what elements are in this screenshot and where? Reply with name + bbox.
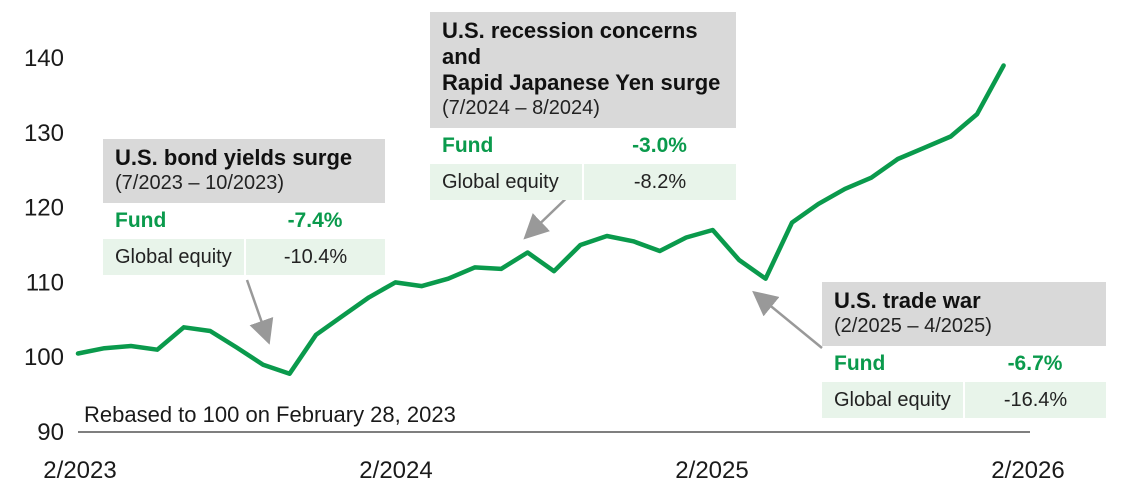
x-tick-label: 2/2024 bbox=[359, 457, 432, 484]
callout-header: U.S. bond yields surge (7/2023 – 10/2023… bbox=[103, 139, 385, 203]
callout-recession-yen: U.S. recession concerns and Rapid Japane… bbox=[430, 12, 736, 200]
x-tick-label: 2/2026 bbox=[991, 457, 1064, 484]
rebase-note: Rebased to 100 on February 28, 2023 bbox=[84, 402, 456, 427]
callout-equity-row: Global equity -16.4% bbox=[822, 382, 1106, 418]
x-tick-label: 2/2023 bbox=[43, 457, 116, 484]
equity-value: -16.4% bbox=[963, 382, 1106, 418]
callout-title: U.S. trade war bbox=[834, 288, 981, 313]
y-tick-label: 100 bbox=[24, 344, 64, 371]
callout-period: (2/2025 – 4/2025) bbox=[834, 315, 992, 337]
callout-equity-row: Global equity -10.4% bbox=[103, 239, 385, 275]
callout-period: (7/2023 – 10/2023) bbox=[115, 172, 285, 194]
x-tick-label: 2/2025 bbox=[675, 457, 748, 484]
equity-label: Global equity bbox=[103, 239, 245, 275]
y-tick-label: 110 bbox=[26, 269, 64, 296]
y-tick-label: 120 bbox=[24, 195, 64, 222]
fund-label: Fund bbox=[834, 352, 886, 375]
equity-label: Global equity bbox=[430, 164, 583, 200]
annotation-arrow-trade bbox=[752, 290, 823, 349]
equity-value: -10.4% bbox=[244, 239, 385, 275]
annotation-arrow-bond bbox=[245, 279, 274, 345]
callout-header: U.S. trade war (2/2025 – 4/2025) bbox=[822, 282, 1106, 346]
y-tick-label: 130 bbox=[24, 120, 64, 147]
fund-label: Fund bbox=[115, 209, 167, 232]
callout-title-line2: Rapid Japanese Yen surge bbox=[442, 70, 721, 95]
fund-label: Fund bbox=[442, 134, 494, 157]
equity-label: Global equity bbox=[822, 382, 964, 418]
fund-value: -6.7% bbox=[1007, 352, 1063, 375]
callout-fund-row: Fund -3.0% bbox=[430, 128, 736, 164]
equity-value: -8.2% bbox=[582, 164, 736, 200]
y-tick-label: 140 bbox=[24, 45, 64, 72]
callout-title: U.S. recession concerns and bbox=[442, 18, 698, 69]
fund-series-line bbox=[75, 63, 1006, 376]
fund-value: -7.4% bbox=[287, 209, 343, 232]
callout-bond-yields: U.S. bond yields surge (7/2023 – 10/2023… bbox=[103, 139, 385, 275]
y-tick-label: 90 bbox=[37, 419, 64, 446]
callout-trade-war: U.S. trade war (2/2025 – 4/2025) Fund -6… bbox=[822, 282, 1106, 418]
callout-header: U.S. recession concerns and Rapid Japane… bbox=[430, 12, 736, 128]
callout-equity-row: Global equity -8.2% bbox=[430, 164, 736, 200]
callout-fund-row: Fund -6.7% bbox=[822, 346, 1106, 382]
callout-title: U.S. bond yields surge bbox=[115, 145, 353, 170]
callout-fund-row: Fund -7.4% bbox=[103, 203, 385, 239]
fund-value: -3.0% bbox=[632, 134, 687, 157]
callout-period: (7/2024 – 8/2024) bbox=[442, 97, 600, 119]
